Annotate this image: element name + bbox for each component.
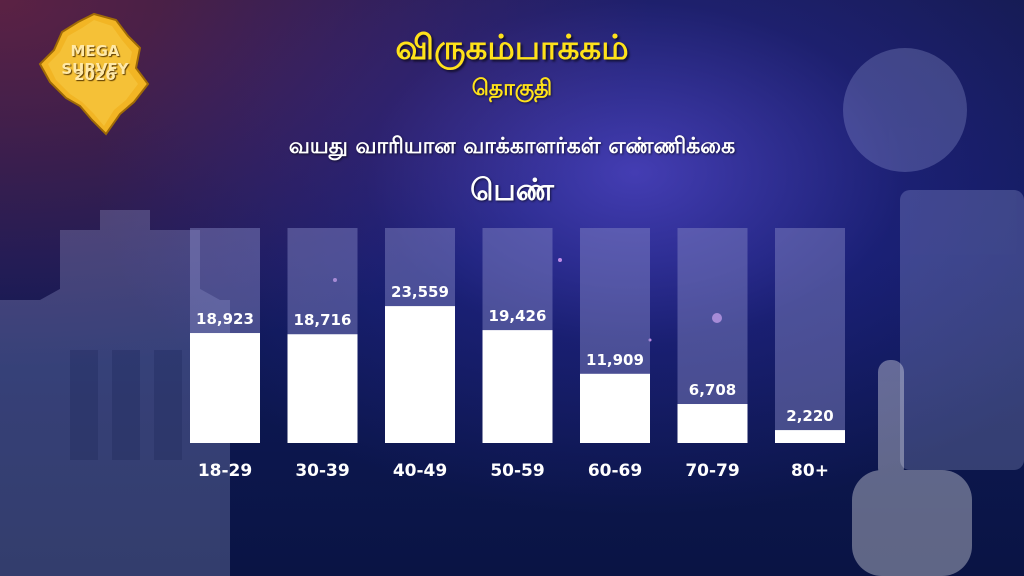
data-label: 11,909 [586,351,644,369]
tick-label: 80+ [791,461,829,481]
mega-survey-logo [38,12,150,136]
data-label: 6,708 [689,381,736,399]
bar-track [775,228,845,443]
bar [287,334,358,443]
bar [677,404,748,443]
data-label: 2,220 [786,407,833,425]
data-label: 18,716 [294,311,352,329]
data-label: 23,559 [391,283,449,301]
tick-label: 50-59 [490,461,544,481]
bar [580,373,650,443]
logo-text: MEGA SURVEY [61,42,129,78]
bar [775,430,845,443]
chart-title: வயது வாரியான வாக்காளர்கள் எண்ணிக்கை [288,134,736,159]
page-title: விருகம்பாக்கம் [395,28,629,68]
tick-label: 30-39 [295,461,349,481]
bar [190,333,260,443]
series-label: பெண் [470,173,554,208]
tick-label: 60-69 [588,461,642,481]
data-label: 18,923 [196,310,254,328]
tick-label: 40-49 [393,461,447,481]
page-subtitle: தொகுதி [471,76,553,101]
data-label: 19,426 [489,307,547,325]
tick-label: 70-79 [685,461,739,481]
logo-year: 2026 [74,66,116,84]
tick-label: 18-29 [198,461,252,481]
bar [482,330,553,443]
bar [385,306,455,443]
